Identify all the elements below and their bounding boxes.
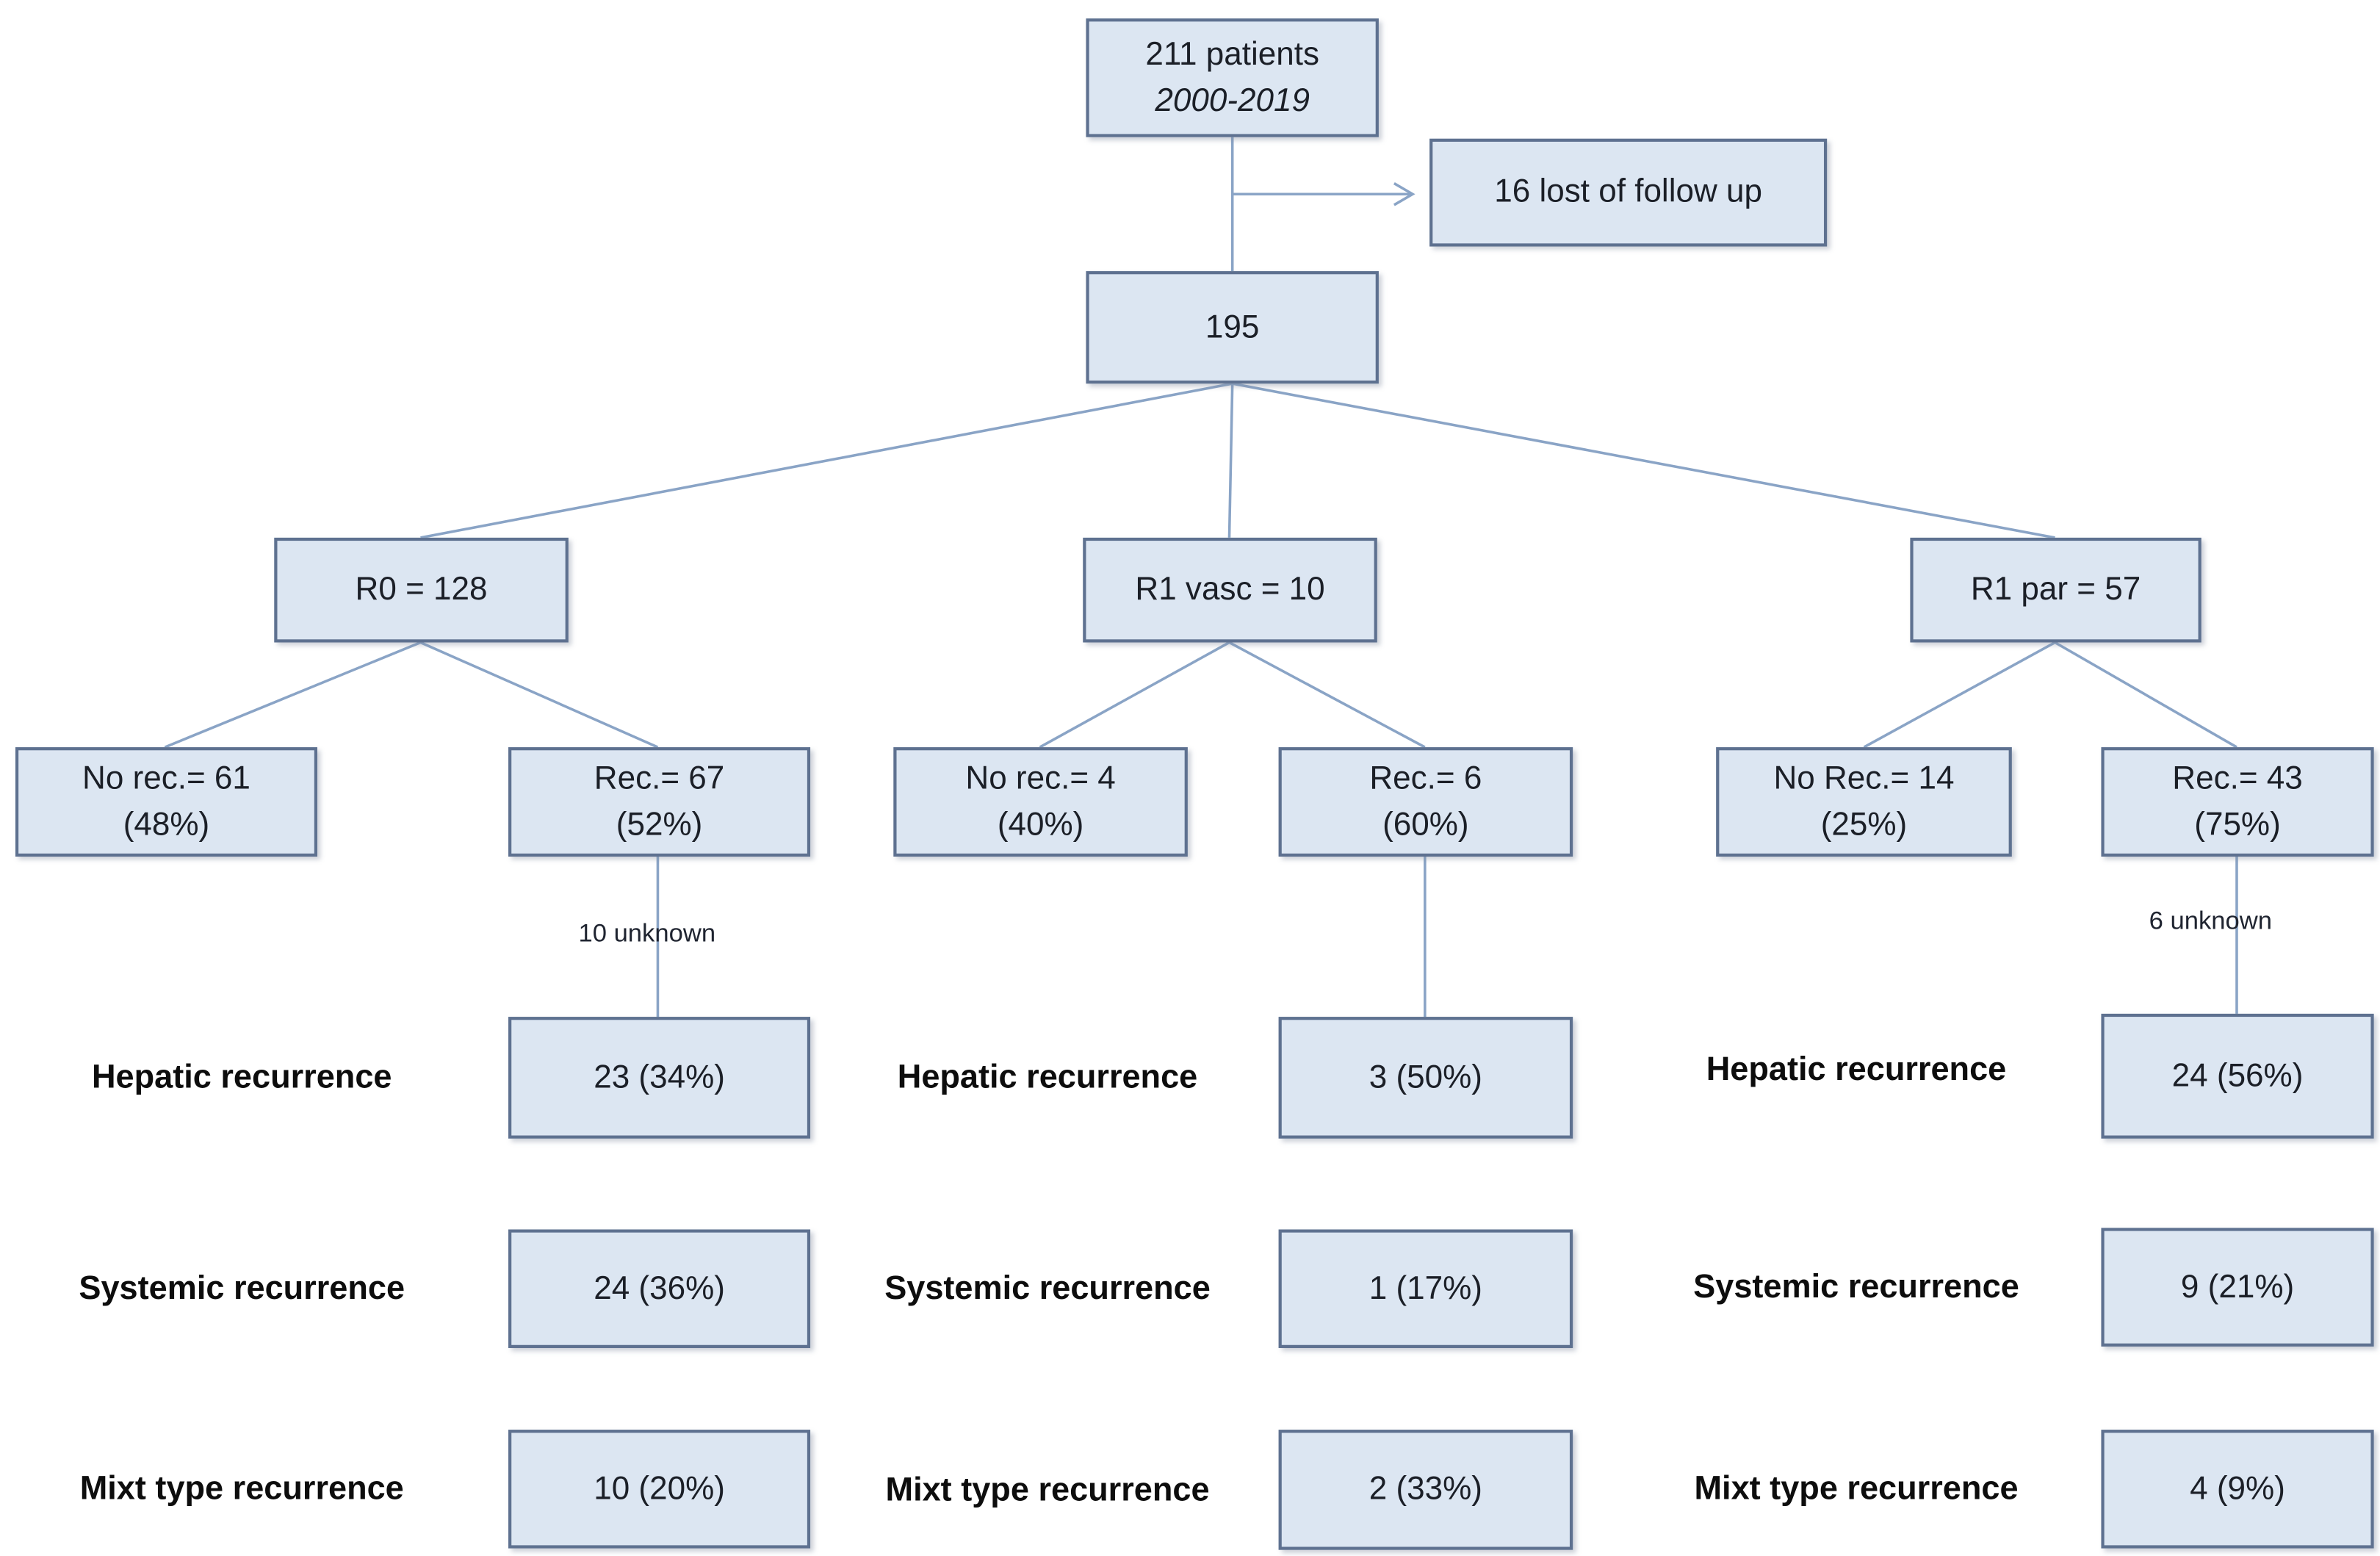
r1-par-rec-count: Rec.= 43: [2172, 760, 2303, 796]
r0-systemic-value: 24 (36%): [594, 1270, 725, 1306]
label-hepatic-recurrence-r1-vasc: Hepatic recurrence: [897, 1058, 1198, 1096]
note-unknown-r1-par: 6 unknown: [2149, 907, 2273, 935]
box-r1-par-no-recurrence: No Rec.= 14 (25%): [1716, 747, 2012, 857]
root-patients-years: 2000-2019: [1155, 82, 1310, 118]
r0-mixt-value: 10 (20%): [594, 1470, 725, 1507]
box-r0-mixt: 10 (20%): [508, 1430, 811, 1549]
label-mixt-recurrence-r0: Mixt type recurrence: [79, 1469, 404, 1507]
box-r1-vasc: R1 vasc = 10: [1083, 537, 1377, 643]
box-r1-vasc-hepatic: 3 (50%): [1278, 1017, 1573, 1139]
lost-to-followup-text: 16 lost of follow up: [1494, 174, 1763, 210]
box-r1-par-hepatic: 24 (56%): [2101, 1013, 2374, 1139]
box-r0-hepatic: 23 (34%): [508, 1017, 811, 1139]
r1-par-label: R1 par = 57: [1970, 572, 2141, 608]
r0-no-rec-pct: (48%): [123, 806, 210, 843]
box-r0: R0 = 128: [274, 537, 569, 643]
r1-vasc-hepatic-value: 3 (50%): [1368, 1059, 1482, 1095]
label-hepatic-recurrence-r1-par: Hepatic recurrence: [1706, 1051, 2007, 1088]
r1-par-systemic-value: 9 (21%): [2180, 1269, 2295, 1305]
included-count: 195: [1205, 309, 1260, 345]
box-r0-no-recurrence: No rec.= 61 (48%): [15, 747, 318, 857]
box-root-patients: 211 patients 2000-2019: [1086, 18, 1379, 137]
box-r0-recurrence: Rec.= 67 (52%): [508, 747, 811, 857]
label-hepatic-recurrence-r0: Hepatic recurrence: [91, 1058, 392, 1096]
r1-vasc-no-rec-count: No rec.= 4: [965, 760, 1116, 796]
root-patients-count: 211 patients: [1145, 36, 1320, 72]
r0-rec-count: Rec.= 67: [594, 760, 725, 796]
box-r1-par-systemic: 9 (21%): [2101, 1228, 2374, 1347]
r1-par-mixt-value: 4 (9%): [2190, 1470, 2285, 1507]
note-unknown-r0: 10 unknown: [578, 919, 716, 948]
r1-par-hepatic-value: 24 (56%): [2171, 1057, 2304, 1094]
box-r1-vasc-systemic: 1 (17%): [1278, 1229, 1573, 1348]
r0-no-rec-count: No rec.= 61: [82, 760, 250, 796]
r1-vasc-mixt-value: 2 (33%): [1368, 1471, 1482, 1508]
r1-vasc-no-rec-pct: (40%): [997, 806, 1084, 843]
r1-par-no-rec-count: No Rec.= 14: [1773, 760, 1955, 796]
box-r1-vasc-mixt: 2 (33%): [1278, 1430, 1573, 1550]
box-included-195: 195: [1086, 271, 1379, 384]
box-r1-par-recurrence: Rec.= 43 (75%): [2101, 747, 2374, 857]
r0-rec-pct: (52%): [616, 806, 703, 843]
box-r1-vasc-no-recurrence: No rec.= 4 (40%): [893, 747, 1188, 857]
r1-par-rec-pct: (75%): [2194, 806, 2281, 843]
r1-vasc-label: R1 vasc = 10: [1135, 572, 1325, 608]
r1-vasc-rec-pct: (60%): [1382, 806, 1469, 843]
label-mixt-recurrence-r1-par: Mixt type recurrence: [1694, 1469, 2019, 1507]
r1-vasc-rec-count: Rec.= 6: [1369, 760, 1482, 796]
label-systemic-recurrence-r1-par: Systemic recurrence: [1693, 1267, 2019, 1305]
r1-vasc-systemic-value: 1 (17%): [1368, 1270, 1482, 1306]
label-mixt-recurrence-r1-vasc: Mixt type recurrence: [885, 1470, 1210, 1508]
box-r1-par: R1 par = 57: [1910, 537, 2202, 643]
box-lost-to-followup: 16 lost of follow up: [1429, 138, 1828, 247]
box-r1-vasc-recurrence: Rec.= 6 (60%): [1278, 747, 1573, 857]
r0-label: R0 = 128: [355, 572, 488, 608]
r0-hepatic-value: 23 (34%): [594, 1059, 725, 1095]
label-systemic-recurrence-r1-vasc: Systemic recurrence: [884, 1269, 1211, 1307]
box-r1-par-mixt: 4 (9%): [2101, 1430, 2374, 1549]
r1-par-no-rec-pct: (25%): [1820, 806, 1908, 843]
box-r0-systemic: 24 (36%): [508, 1229, 811, 1348]
label-systemic-recurrence-r0: Systemic recurrence: [79, 1269, 405, 1307]
